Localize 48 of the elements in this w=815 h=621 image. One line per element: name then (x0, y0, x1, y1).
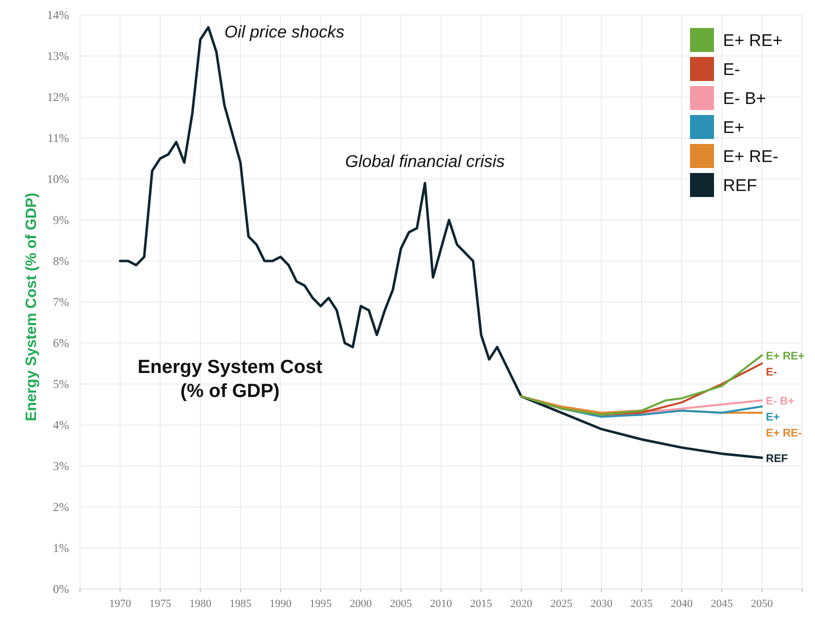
y-tick-label: 3% (53, 458, 69, 473)
legend-label: E+ (723, 118, 744, 137)
x-tick-label: 1990 (270, 598, 292, 610)
x-tick-label: 1975 (149, 598, 172, 610)
legend-label: REF (723, 176, 757, 195)
text: Energy System Cost (% of GDP) (138, 357, 324, 402)
x-tick-label: 1970 (109, 598, 132, 610)
x-tick-label: 2015 (470, 598, 493, 610)
legend-label: E+ RE+ (723, 31, 783, 50)
legend-label: E- (723, 60, 740, 79)
y-tick-label: 13% (47, 48, 69, 63)
y-tick-label: 1% (53, 540, 69, 555)
x-tick-label: 1995 (310, 598, 332, 610)
legend-label: E+ RE- (723, 147, 778, 166)
y-axis-title: Energy System Cost (% of GDP) (23, 192, 40, 422)
x-tick-label: 2010 (430, 598, 452, 610)
x-tick-label: 2025 (550, 598, 573, 610)
x-tick-label: 1980 (189, 598, 212, 610)
y-tick-label: 7% (53, 294, 69, 309)
legend-label: E- B+ (723, 89, 766, 108)
x-tick-label: 2040 (670, 598, 694, 610)
y-tick-label: 11% (47, 130, 69, 145)
y-tick-label: 10% (47, 172, 69, 186)
text: E+ RE+ (766, 350, 804, 362)
x-tick-label: 2020 (510, 598, 533, 610)
y-tick-label: 14% (47, 8, 69, 22)
y-tick-label: 9% (53, 212, 69, 227)
y-tick-label: 12% (47, 90, 69, 104)
x-tick-label: 2035 (630, 598, 654, 610)
text: E- B+ (766, 395, 794, 408)
y-tick-label: 0% (53, 582, 69, 596)
text: REF (766, 452, 788, 465)
y-tick-label: 5% (53, 376, 69, 391)
x-tick-label: 2050 (750, 598, 774, 610)
x-tick-label: 2030 (590, 598, 613, 610)
x-tick-label: 2045 (710, 598, 734, 610)
y-tick-label: 8% (53, 254, 69, 268)
y-tick-label: 6% (53, 336, 69, 350)
x-tick-label: 2005 (390, 598, 412, 610)
y-tick-label: 4% (53, 418, 69, 432)
y-tick-label: 2% (53, 500, 69, 514)
text: E+ (766, 411, 780, 424)
annotation: Global financial crisis (345, 152, 506, 172)
x-tick-label: 1985 (229, 598, 252, 610)
annotation: Oil price shocks (224, 22, 345, 42)
text: E- (766, 366, 777, 378)
x-tick-label: 2000 (350, 598, 372, 610)
text: E+ RE- (766, 427, 802, 440)
